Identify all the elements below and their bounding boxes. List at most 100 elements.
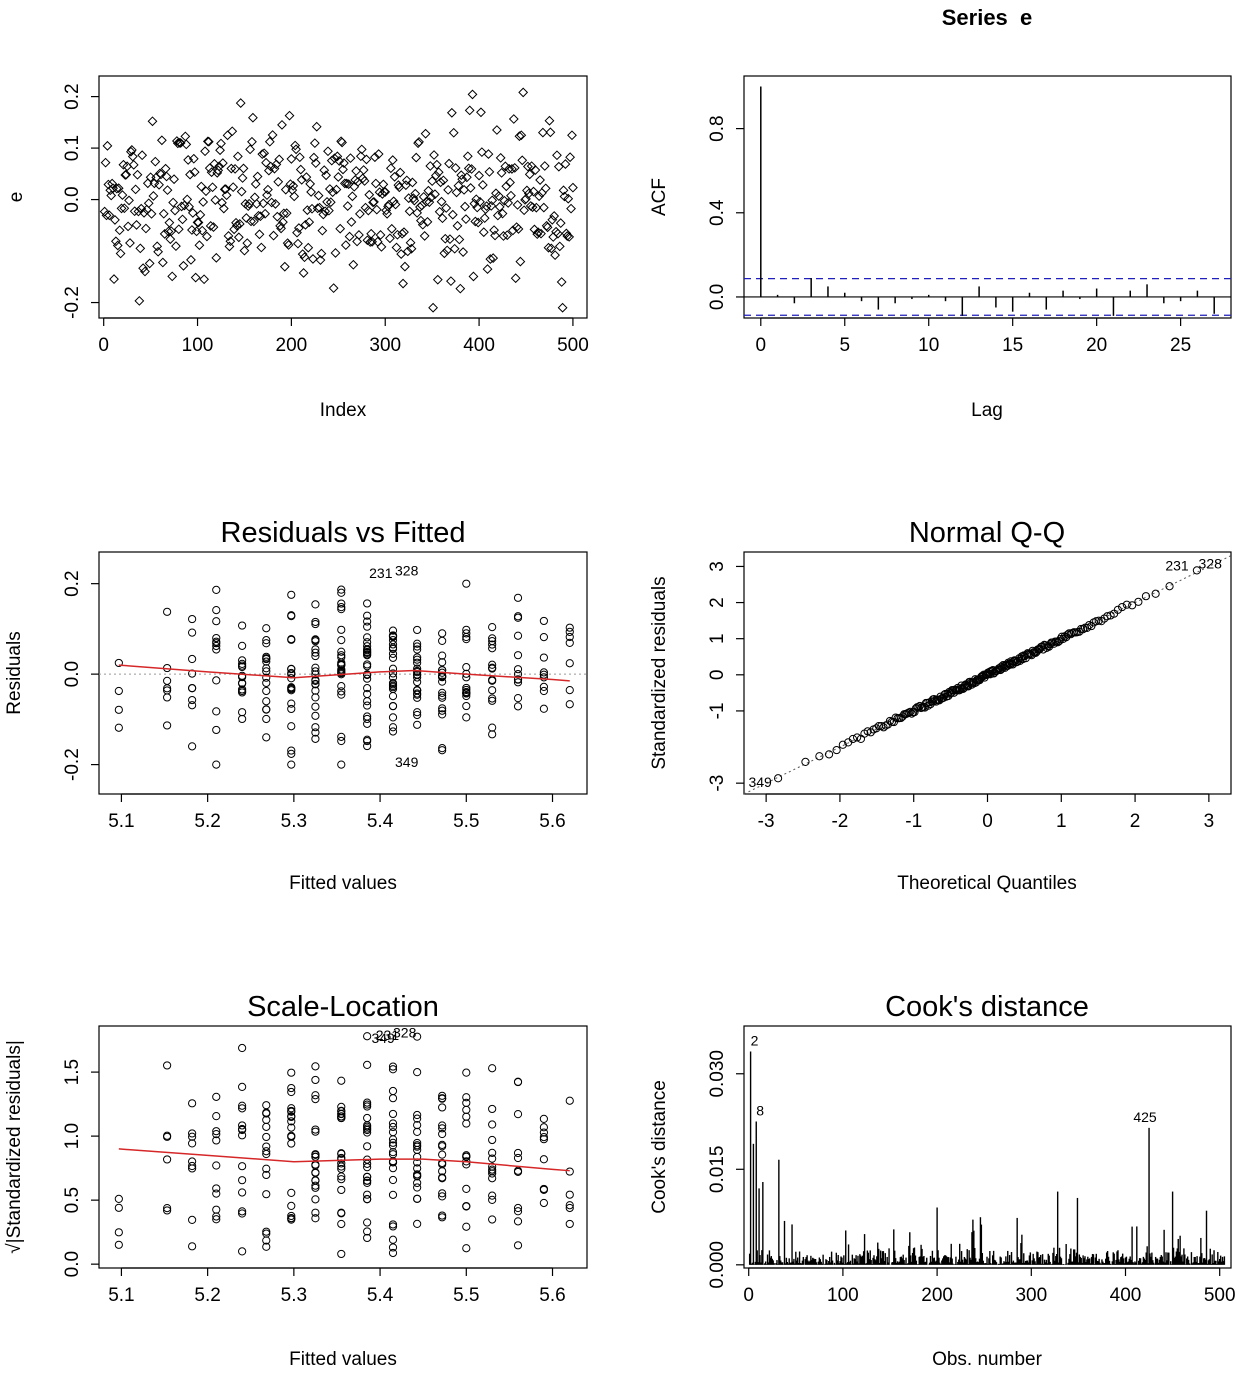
data-point bbox=[488, 1120, 497, 1129]
data-point bbox=[454, 234, 465, 245]
data-point bbox=[400, 180, 411, 191]
data-point bbox=[233, 232, 244, 243]
point-label: 231 bbox=[369, 565, 393, 581]
data-point bbox=[544, 115, 555, 126]
data-point bbox=[513, 1217, 523, 1226]
data-point bbox=[483, 149, 494, 159]
data-point bbox=[187, 225, 197, 235]
data-point bbox=[412, 207, 423, 218]
data-point bbox=[910, 708, 919, 717]
data-point bbox=[296, 174, 307, 185]
data-point bbox=[432, 274, 443, 285]
data-point bbox=[436, 196, 447, 207]
data-point bbox=[278, 217, 288, 228]
data-point bbox=[363, 674, 372, 683]
data-point bbox=[438, 677, 447, 686]
data-point bbox=[386, 223, 397, 234]
data-point bbox=[866, 728, 875, 737]
data-point bbox=[297, 249, 308, 260]
data-point bbox=[488, 1195, 497, 1204]
y-tick-label: 1 bbox=[707, 633, 728, 644]
data-point bbox=[388, 1109, 398, 1119]
x-axis-title: Lag bbox=[971, 400, 1003, 421]
data-point bbox=[363, 701, 372, 710]
data-point bbox=[363, 205, 374, 216]
data-point bbox=[496, 167, 507, 178]
data-point bbox=[302, 205, 313, 216]
data-point bbox=[438, 658, 447, 667]
data-point bbox=[388, 713, 398, 722]
data-point bbox=[438, 1192, 447, 1201]
data-point bbox=[363, 1176, 372, 1185]
data-point bbox=[413, 639, 422, 648]
data-point bbox=[363, 642, 372, 651]
data-point bbox=[316, 248, 327, 259]
data-point bbox=[539, 704, 548, 713]
data-point bbox=[431, 170, 441, 181]
data-point bbox=[282, 238, 293, 249]
data-point bbox=[488, 1135, 497, 1145]
data-point bbox=[216, 138, 226, 149]
data-point bbox=[409, 195, 420, 206]
data-point bbox=[1065, 629, 1074, 638]
data-point bbox=[438, 636, 447, 645]
x-tick-label: 5.3 bbox=[281, 811, 307, 832]
data-point bbox=[270, 199, 281, 209]
data-point bbox=[337, 760, 346, 769]
data-point bbox=[428, 302, 438, 313]
data-point bbox=[298, 268, 309, 278]
data-point bbox=[257, 149, 268, 160]
data-point bbox=[420, 128, 431, 139]
data-point bbox=[139, 207, 149, 218]
data-point bbox=[163, 607, 172, 616]
data-point bbox=[488, 640, 497, 649]
data-point bbox=[238, 656, 247, 665]
data-point bbox=[388, 653, 398, 662]
data-point bbox=[396, 249, 407, 259]
x-tick-label: 0 bbox=[982, 811, 993, 832]
data-point bbox=[311, 619, 320, 629]
point-label: 328 bbox=[395, 563, 419, 579]
data-point bbox=[363, 1032, 372, 1041]
data-point bbox=[462, 1184, 471, 1194]
data-point bbox=[212, 1205, 221, 1214]
data-point bbox=[262, 1122, 271, 1131]
data-point bbox=[220, 184, 231, 195]
acf-bars bbox=[744, 86, 1231, 316]
data-point bbox=[438, 706, 447, 715]
y-tick-label: 0.0 bbox=[707, 284, 728, 310]
data-point bbox=[287, 1112, 296, 1122]
data-point bbox=[125, 238, 135, 248]
data-point bbox=[114, 705, 123, 714]
data-point bbox=[241, 213, 252, 223]
data-point bbox=[549, 211, 560, 221]
data-point bbox=[193, 217, 204, 228]
data-point bbox=[388, 1062, 398, 1071]
data-point bbox=[1113, 605, 1122, 614]
data-point bbox=[478, 227, 489, 238]
data-point bbox=[523, 188, 534, 199]
x-axis-title: Theoretical Quantiles bbox=[897, 873, 1077, 894]
data-point bbox=[388, 196, 399, 207]
data-point bbox=[238, 679, 247, 688]
data-point bbox=[196, 181, 207, 192]
data-point bbox=[311, 648, 320, 657]
data-point bbox=[129, 206, 140, 217]
data-point bbox=[377, 189, 388, 199]
data-point bbox=[433, 167, 444, 178]
data-point bbox=[410, 188, 421, 199]
data-point bbox=[103, 179, 114, 190]
data-point bbox=[212, 760, 221, 769]
data-point bbox=[498, 231, 509, 241]
data-point bbox=[438, 1121, 447, 1130]
y-tick-label: 1.5 bbox=[62, 1059, 83, 1085]
data-point bbox=[177, 214, 188, 225]
data-point bbox=[488, 660, 497, 669]
data-point bbox=[539, 161, 550, 171]
data-point bbox=[438, 693, 447, 702]
data-point bbox=[388, 1190, 398, 1199]
data-point bbox=[301, 172, 312, 183]
data-point bbox=[232, 220, 242, 231]
data-point bbox=[462, 151, 473, 162]
data-point bbox=[114, 225, 125, 236]
